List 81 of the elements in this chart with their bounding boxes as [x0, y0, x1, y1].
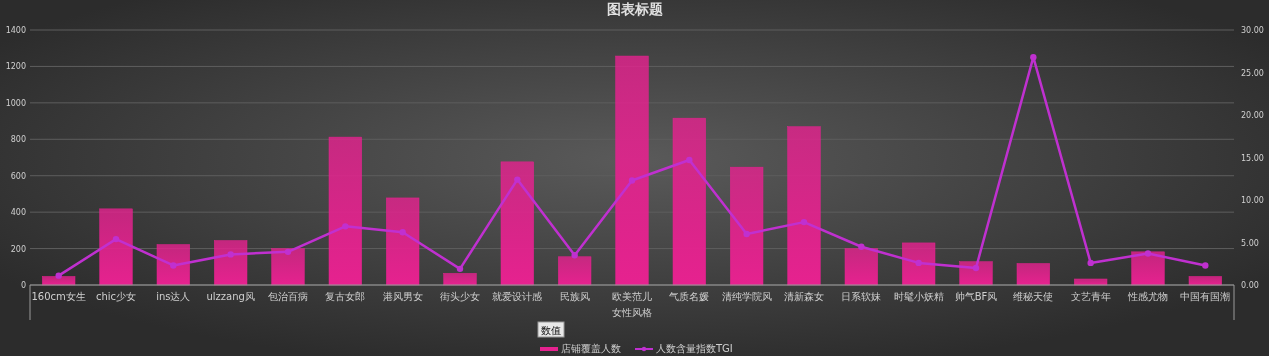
bar: [672, 117, 706, 286]
point: [915, 259, 922, 267]
point: [972, 264, 980, 272]
bar: [328, 136, 362, 286]
x-tick-label: 气质名媛: [669, 291, 710, 302]
point: [1087, 259, 1094, 267]
bar: [99, 208, 133, 286]
bar: [500, 161, 534, 286]
point: [227, 251, 234, 258]
bar: [844, 248, 878, 286]
point: [858, 243, 865, 250]
x-tick-label: 160cm女生: [31, 291, 86, 302]
x-tick-label: 复古女郎: [325, 291, 366, 302]
x-tick-label: 中国有国潮: [1180, 291, 1231, 302]
bar: [1188, 276, 1222, 286]
y2-tick-label: 15.00: [1241, 153, 1264, 163]
x-tick-label: 港风男女: [382, 291, 423, 302]
y2-tick-label: 30.00: [1241, 26, 1264, 35]
point: [800, 218, 808, 226]
y-tick-label: 1200: [5, 62, 26, 72]
y-tick-label: 800: [10, 135, 26, 145]
y2-tick-label: 5.00: [1241, 238, 1259, 248]
bar: [902, 242, 936, 286]
y2-tick-label: 10.00: [1241, 196, 1264, 205]
point: [686, 156, 693, 164]
x-tick-label: 民族风: [559, 291, 590, 302]
bar: [1074, 278, 1108, 286]
x-tick-label: 欧美范儿: [612, 291, 652, 302]
y-tick-label: 0: [20, 281, 26, 290]
bar: [214, 240, 248, 286]
point: [1144, 250, 1152, 257]
x-tick-label: 日系软妹: [841, 291, 882, 302]
x-tick-label: 清纯学院风: [721, 291, 772, 302]
point: [1202, 262, 1209, 269]
x-tick-label: 文艺青年: [1070, 291, 1111, 302]
legend-label: 店铺覆盖人数: [561, 343, 621, 354]
y-tick-label: 200: [10, 244, 26, 254]
point: [514, 176, 521, 183]
x-tick-label: 维秘天使: [1013, 291, 1054, 302]
x-tick-label: 清新森女: [784, 291, 824, 302]
bar: [787, 126, 821, 286]
bar: [558, 256, 592, 286]
point: [399, 229, 406, 236]
x-axis-title: 女性风格: [612, 307, 652, 318]
bar: [386, 197, 420, 286]
y-tick-label: 1000: [5, 98, 26, 108]
y-tick-label: 600: [10, 171, 26, 181]
point: [112, 235, 120, 243]
x-tick-label: 包治百病: [268, 291, 308, 302]
bar: [271, 248, 305, 286]
chart-title: 图表标题: [606, 1, 663, 17]
x-tick-label: 帅气BF风: [954, 291, 998, 302]
x-tick-label: 就爱设计感: [492, 291, 543, 302]
bar: [156, 244, 190, 286]
y2-tick-label: 20.00: [1241, 111, 1264, 120]
bar: [443, 273, 477, 286]
x-tick-label: 性感尤物: [1127, 291, 1168, 302]
point: [342, 223, 349, 230]
bar: [1016, 263, 1050, 286]
x-tick-label: 时髦小妖精: [893, 291, 944, 302]
point: [743, 230, 750, 238]
legend-label: 人数含量指数TGI: [656, 343, 733, 354]
point: [571, 252, 578, 259]
text: 数值: [541, 324, 561, 336]
y-tick-label: 1400: [5, 26, 26, 35]
y2-tick-label: 25.00: [1241, 68, 1264, 78]
bar: [730, 166, 764, 286]
point: [170, 262, 177, 269]
point: [628, 177, 636, 184]
point: [55, 272, 62, 279]
y-tick-label: 400: [10, 208, 26, 218]
x-tick-label: ins达人: [156, 291, 191, 302]
bar: [615, 55, 649, 286]
point: [284, 248, 292, 256]
x-tick-label: 街头少女: [440, 291, 480, 302]
bar: [1131, 251, 1165, 286]
y2-tick-label: 0.00: [1241, 281, 1259, 290]
point: [1030, 54, 1037, 61]
point: [456, 265, 464, 273]
x-tick-label: ulzzang风: [206, 291, 255, 302]
x-tick-label: chic少女: [95, 291, 137, 302]
